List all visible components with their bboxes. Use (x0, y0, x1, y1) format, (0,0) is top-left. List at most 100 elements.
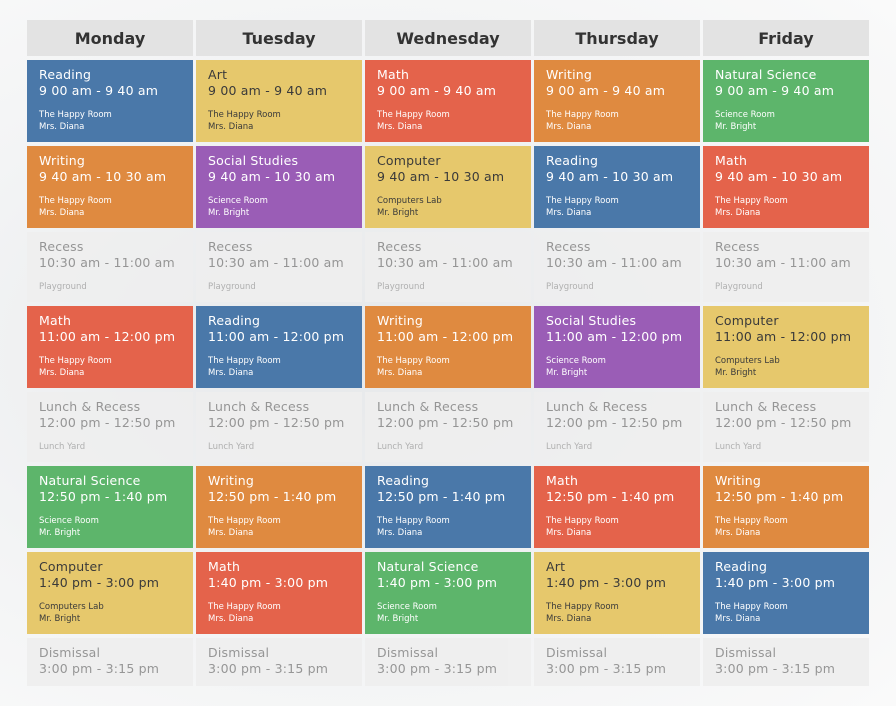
teacher: Mr. Bright (208, 208, 250, 218)
room: Lunch Yard (715, 442, 762, 452)
class-cell: Computer 1:40 pm - 3:00 pm Computers Lab Mr… (27, 552, 193, 634)
room: The Happy Room (377, 110, 450, 120)
time: 11:00 am - 12:00 pm (208, 329, 345, 344)
time: 12:00 pm - 12:50 pm (715, 415, 852, 430)
room: The Happy Room (715, 602, 788, 612)
class-cell: Reading 9 40 am - 10 30 am The Happy Room M… (534, 146, 700, 228)
teacher: Mr. Bright (377, 208, 419, 218)
class-cell: Writing 11:00 am - 12:00 pm The Happy Room… (365, 306, 531, 388)
room: The Happy Room (208, 516, 281, 526)
room: Science Room (39, 516, 99, 526)
time: 11:00 am - 12:00 pm (546, 329, 683, 344)
room: Playground (715, 282, 763, 292)
subject: Art (208, 67, 228, 82)
class-cell: Recess 10:30 am - 11:00 am Playground (534, 232, 700, 302)
class-cell: Natural Science 9 00 am - 9 40 am Science … (703, 60, 869, 142)
teacher: Mrs. Diana (715, 528, 761, 538)
class-cell: Dismissal 3:00 pm - 3:15 pm (27, 638, 193, 686)
time: 1:40 pm - 3:00 pm (39, 575, 160, 590)
class-cell: Reading 1:40 pm - 3:00 pm The Happy Room Mr… (703, 552, 869, 634)
class-cell: Math 1:40 pm - 3:00 pm The Happy Room Mrs. … (196, 552, 362, 634)
teacher: Mrs. Diana (208, 368, 254, 378)
subject: Computer (715, 313, 779, 328)
room: The Happy Room (208, 602, 281, 612)
room: Playground (208, 282, 256, 292)
class-cell: Math 12:50 pm - 1:40 pm The Happy Room Mrs.… (534, 466, 700, 548)
room: The Happy Room (546, 602, 619, 612)
room: Computers Lab (377, 196, 442, 206)
teacher: Mrs. Diana (546, 528, 592, 538)
teacher: Mr. Bright (39, 528, 81, 538)
subject: Dismissal (715, 645, 777, 660)
subject: Computer (377, 153, 441, 168)
room: The Happy Room (546, 516, 619, 526)
class-cell: Reading 9 00 am - 9 40 am The Happy Room Mr… (27, 60, 193, 142)
subject: Natural Science (39, 473, 141, 488)
room: Computers Lab (39, 602, 104, 612)
class-cell: Art 9 00 am - 9 40 am The Happy Room Mrs. D… (196, 60, 362, 142)
room: Playground (39, 282, 87, 292)
time: 3:00 pm - 3:15 pm (546, 661, 667, 676)
room: The Happy Room (377, 356, 450, 366)
room: Computers Lab (715, 356, 780, 366)
room: Science Room (715, 110, 775, 120)
teacher: Mrs. Diana (377, 528, 423, 538)
teacher: Mrs. Diana (715, 614, 761, 624)
subject: Writing (715, 473, 762, 488)
subject: Reading (39, 67, 92, 82)
class-cell: Recess 10:30 am - 11:00 am Playground (703, 232, 869, 302)
room: Playground (377, 282, 425, 292)
subject: Recess (208, 239, 253, 254)
subject: Social Studies (546, 313, 637, 328)
room: The Happy Room (546, 110, 619, 120)
day-header: Monday (27, 20, 193, 56)
room: The Happy Room (39, 196, 112, 206)
teacher: Mrs. Diana (39, 368, 85, 378)
subject: Writing (377, 313, 424, 328)
time: 12:50 pm - 1:40 pm (39, 489, 168, 504)
teacher: Mrs. Diana (377, 122, 423, 132)
teacher: Mr. Bright (546, 368, 588, 378)
time: 9 40 am - 10 30 am (546, 169, 674, 184)
class-cell: Recess 10:30 am - 11:00 am Playground (365, 232, 531, 302)
subject: Math (208, 559, 241, 574)
time: 11:00 am - 12:00 pm (377, 329, 514, 344)
time: 1:40 pm - 3:00 pm (208, 575, 329, 590)
subject: Lunch & Recess (546, 399, 648, 414)
subject: Recess (546, 239, 591, 254)
subject: Writing (546, 67, 593, 82)
class-cell: Writing 9 40 am - 10 30 am The Happy Room M… (27, 146, 193, 228)
time: 10:30 am - 11:00 am (715, 255, 851, 270)
time: 10:30 am - 11:00 am (546, 255, 682, 270)
subject: Reading (546, 153, 599, 168)
time: 11:00 am - 12:00 pm (39, 329, 176, 344)
time: 1:40 pm - 3:00 pm (377, 575, 498, 590)
teacher: Mrs. Diana (546, 208, 592, 218)
class-cell: Math 9 40 am - 10 30 am The Happy Room Mrs.… (703, 146, 869, 228)
class-cell: Math 11:00 am - 12:00 pm The Happy Room Mrs… (27, 306, 193, 388)
subject: Writing (208, 473, 255, 488)
class-cell: Lunch & Recess 12:00 pm - 12:50 pm Lunch Y… (27, 392, 193, 462)
class-cell: Writing 12:50 pm - 1:40 pm The Happy Room M… (703, 466, 869, 548)
subject: Reading (377, 473, 430, 488)
class-cell: Computer 9 40 am - 10 30 am Computers Lab M… (365, 146, 531, 228)
class-cell: Writing 12:50 pm - 1:40 pm The Happy Room M… (196, 466, 362, 548)
room: Playground (546, 282, 594, 292)
room: Lunch Yard (546, 442, 593, 452)
class-cell: Reading 11:00 am - 12:00 pm The Happy Room… (196, 306, 362, 388)
time: 12:00 pm - 12:50 pm (377, 415, 514, 430)
subject: Recess (377, 239, 422, 254)
subject: Recess (715, 239, 760, 254)
day-header: Tuesday (196, 20, 362, 56)
room: The Happy Room (208, 110, 281, 120)
teacher: Mrs. Diana (546, 614, 592, 624)
class-cell: Natural Science 1:40 pm - 3:00 pm Science … (365, 552, 531, 634)
day-header: Thursday (534, 20, 700, 56)
class-cell: Recess 10:30 am - 11:00 am Playground (196, 232, 362, 302)
subject: Natural Science (715, 67, 817, 82)
time: 10:30 am - 11:00 am (208, 255, 344, 270)
subject: Dismissal (208, 645, 270, 660)
subject: Writing (39, 153, 86, 168)
